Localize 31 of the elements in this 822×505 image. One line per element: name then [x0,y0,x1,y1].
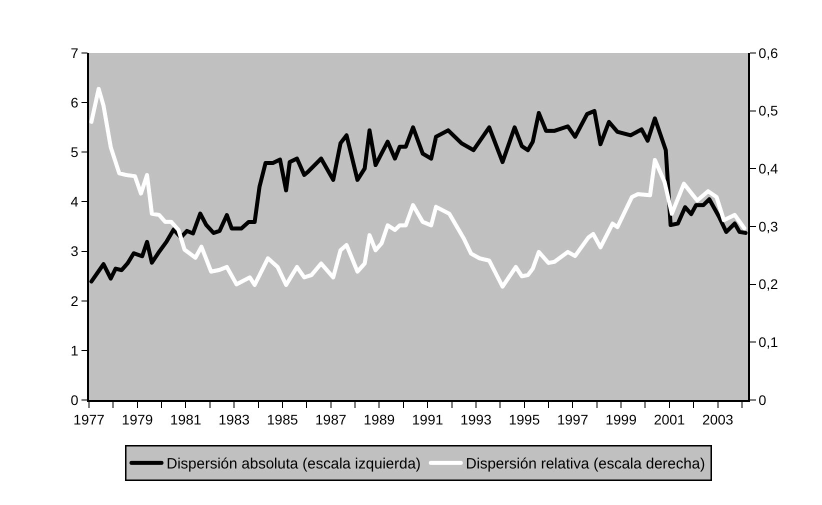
y-tick-label: 3 [70,243,79,260]
y2-tick-label: 0,5 [758,102,778,119]
legend-label: Dispersión relativa (escala derecha) [466,456,706,473]
y-tick-label: 0 [70,392,79,408]
x-tick-label: 1991 [412,412,444,428]
y-tick-label: 2 [70,292,79,309]
y-tick-label: 6 [70,94,79,110]
y2-tick-label: 0,4 [758,160,778,177]
y2-tick-label: 0,3 [758,218,778,234]
x-tick-label: 1997 [557,412,588,428]
y2-tick-label: 0 [758,392,767,408]
y2-tick-label: 0,2 [758,276,778,292]
x-tick-label: 1993 [460,412,492,428]
x-tick-label: 1987 [315,412,347,428]
y-tick-label: 5 [70,144,79,160]
x-tick-label: 1981 [170,412,202,428]
x-tick-label: 1995 [508,412,540,428]
y2-tick-label: 0,6 [758,44,778,61]
x-tick-label: 2001 [654,412,686,428]
y-tick-label: 1 [70,342,79,358]
x-tick-label: 1979 [122,412,154,428]
legend-label: Dispersión absoluta (escala izquierda) [166,456,421,473]
x-tick-label: 1985 [266,412,298,428]
x-tick-label: 1989 [364,412,395,428]
x-tick-label: 1983 [218,412,250,428]
x-tick-label: 1977 [73,412,105,428]
y-tick-label: 4 [70,194,79,210]
y-tick-label: 7 [70,44,79,61]
x-tick-label: 1999 [605,412,637,428]
y2-tick-label: 0,1 [758,334,778,350]
x-tick-label: 2003 [702,412,734,428]
